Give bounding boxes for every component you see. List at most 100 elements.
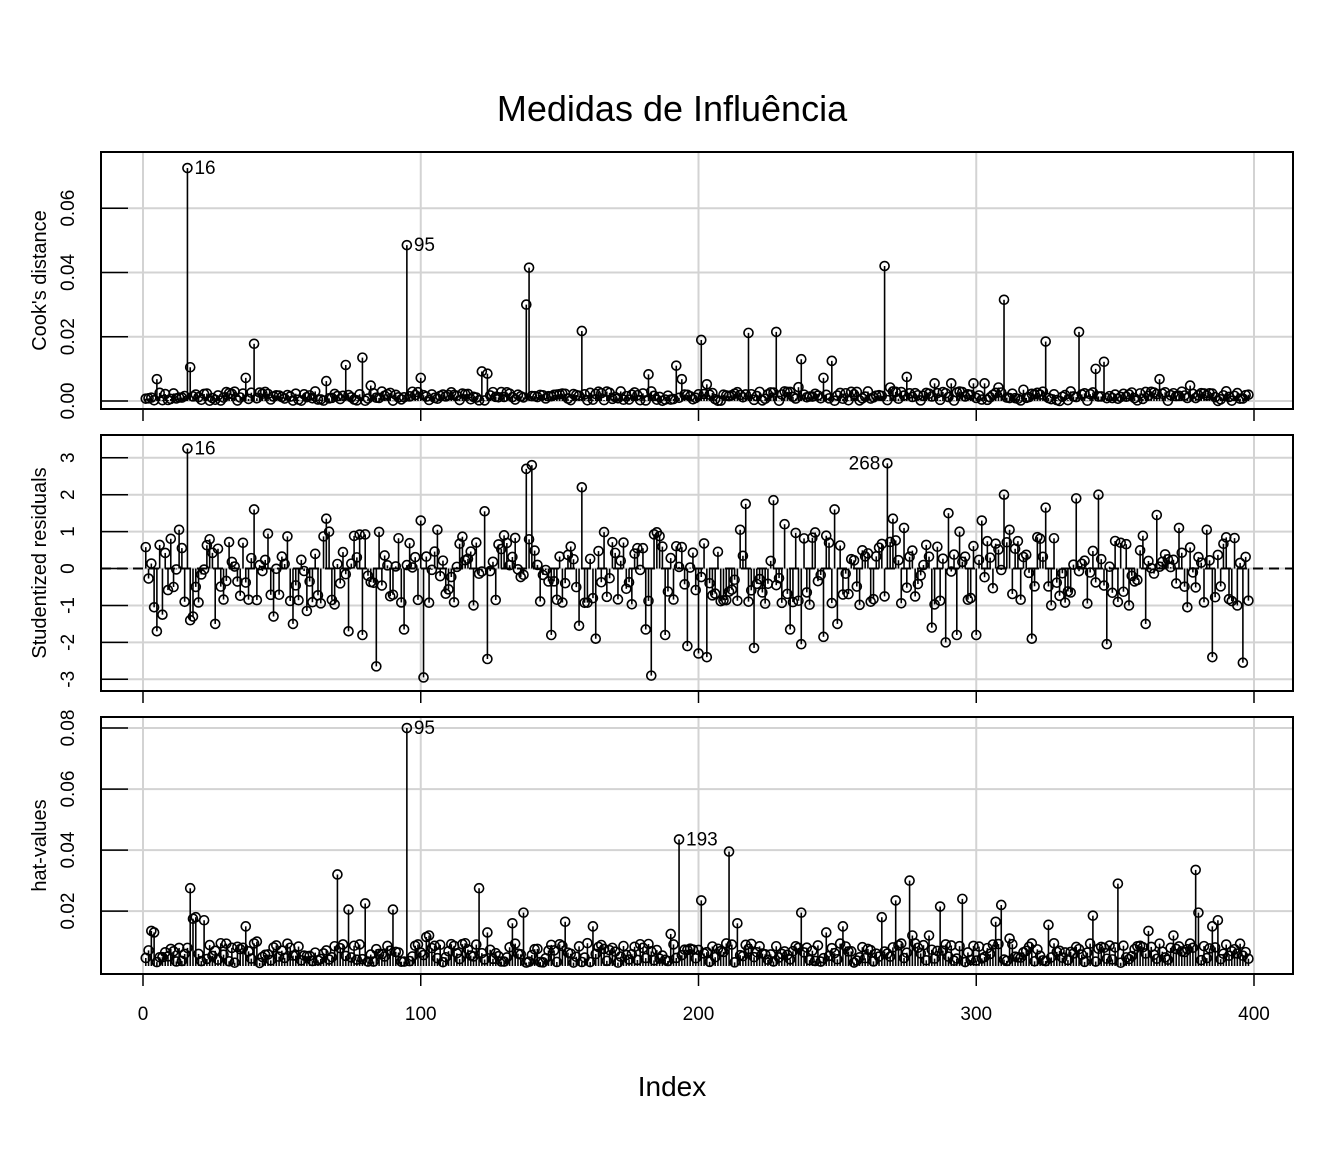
data-point xyxy=(1126,950,1138,962)
data-point xyxy=(201,539,213,551)
data-point xyxy=(1198,597,1210,608)
data-point xyxy=(932,541,943,553)
data-point xyxy=(218,594,229,605)
x-tick-label: 400 xyxy=(1238,1004,1270,1025)
data-point xyxy=(973,554,985,566)
data-point xyxy=(293,594,304,606)
data-point xyxy=(893,554,904,566)
data-point xyxy=(723,846,735,857)
y-tick-label: 0.06 xyxy=(58,771,79,808)
data-point xyxy=(587,394,599,405)
data-point xyxy=(454,538,465,550)
data-point xyxy=(576,325,588,337)
data-point xyxy=(1045,952,1057,963)
point-label: 268 xyxy=(849,453,881,474)
data-point xyxy=(787,596,799,608)
data-point xyxy=(818,952,829,964)
data-point xyxy=(1059,597,1071,608)
data-point xyxy=(182,162,193,174)
data-point xyxy=(637,542,649,554)
data-point xyxy=(351,954,363,965)
data-point xyxy=(1234,557,1246,569)
data-point xyxy=(454,953,465,965)
data-point xyxy=(246,552,257,564)
data-point xyxy=(1168,554,1179,566)
data-point xyxy=(1087,910,1099,921)
data-point xyxy=(684,562,696,573)
data-point xyxy=(959,391,971,402)
x-axis-label: Index xyxy=(638,1071,707,1102)
data-point xyxy=(1204,555,1215,566)
data-point xyxy=(454,394,465,406)
data-point xyxy=(1190,582,1201,593)
data-point xyxy=(140,541,152,553)
data-point xyxy=(423,597,435,609)
data-point xyxy=(262,528,274,539)
data-point xyxy=(693,648,704,659)
data-point xyxy=(851,581,863,592)
panel-hat: 95 193 0.02 0.04 0.06 0.08 hat-values 0 100 200 30… xyxy=(29,710,1294,1025)
data-point xyxy=(876,911,888,923)
data-point xyxy=(954,526,965,538)
data-point xyxy=(429,940,440,952)
data-point xyxy=(734,524,746,536)
data-point xyxy=(462,553,474,565)
data-point xyxy=(401,559,413,571)
data-point xyxy=(368,956,379,967)
data-point xyxy=(157,609,168,620)
data-point xyxy=(1240,946,1251,958)
data-point xyxy=(326,951,338,963)
data-point xyxy=(582,937,593,949)
data-point xyxy=(1040,502,1051,513)
data-point xyxy=(823,537,835,548)
data-point xyxy=(240,577,252,588)
data-point xyxy=(948,549,960,560)
data-point xyxy=(848,389,860,400)
data-point xyxy=(820,530,832,542)
data-point xyxy=(1076,558,1088,570)
data-point xyxy=(1112,878,1124,889)
panels: 16 95 0.00 0.02 0.04 0.06 Cook's distance 16 268… xyxy=(29,151,1294,1025)
data-point xyxy=(782,588,793,600)
data-point xyxy=(404,537,415,549)
data-point xyxy=(695,571,707,583)
data-point xyxy=(551,594,563,606)
data-point xyxy=(670,952,682,964)
data-point xyxy=(526,949,538,961)
data-point xyxy=(1040,336,1051,347)
data-point xyxy=(1087,545,1099,557)
data-point xyxy=(634,394,646,406)
data-point xyxy=(926,622,938,633)
data-point xyxy=(740,498,752,510)
data-point xyxy=(815,569,827,581)
data-point xyxy=(532,943,543,955)
data-point xyxy=(257,565,268,577)
data-point xyxy=(548,576,560,587)
data-point xyxy=(607,536,618,548)
data-point xyxy=(501,952,513,963)
data-point xyxy=(732,917,743,929)
data-point xyxy=(865,944,877,956)
data-point xyxy=(598,526,610,538)
data-point xyxy=(1037,551,1049,563)
data-point xyxy=(234,590,246,602)
data-point xyxy=(415,372,427,384)
data-point xyxy=(509,938,521,949)
data-point xyxy=(968,378,979,389)
data-point xyxy=(1054,945,1065,957)
data-point xyxy=(993,938,1004,950)
y-tick-label: -2 xyxy=(58,634,79,651)
data-point xyxy=(740,389,752,400)
data-point xyxy=(929,378,940,389)
data-point xyxy=(1212,914,1224,926)
data-point xyxy=(407,562,418,573)
data-point xyxy=(1115,537,1126,549)
data-point xyxy=(934,901,946,912)
data-point xyxy=(879,260,890,272)
data-point xyxy=(1018,551,1029,563)
data-point xyxy=(148,927,160,938)
data-point xyxy=(362,570,374,582)
data-point xyxy=(229,561,240,572)
data-point xyxy=(490,947,502,959)
data-point xyxy=(565,541,577,552)
